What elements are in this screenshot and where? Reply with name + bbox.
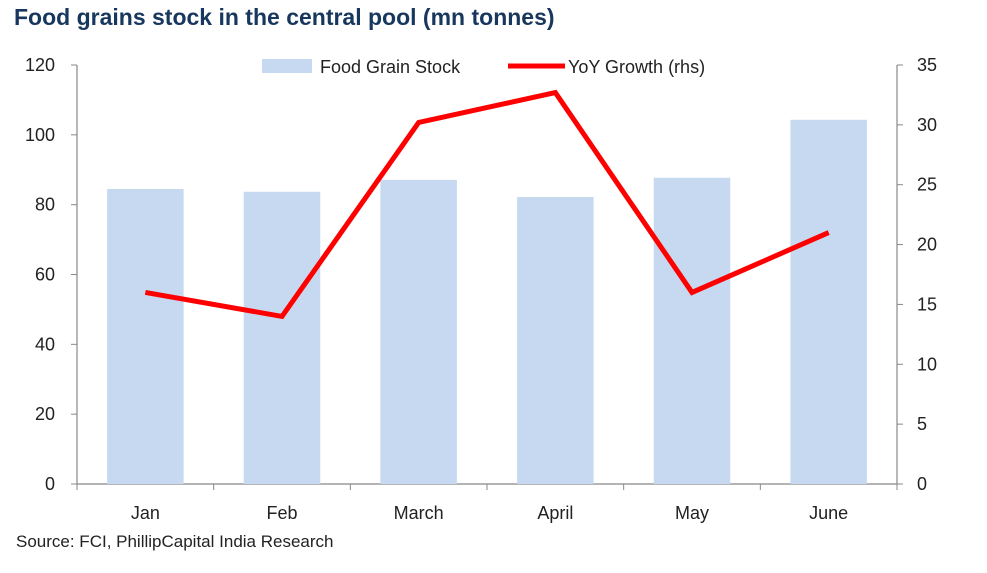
left-tick-label: 60 — [35, 265, 55, 285]
left-tick-label: 80 — [35, 195, 55, 215]
yoy-growth-line — [144, 89, 830, 320]
chart-title: Food grains stock in the central pool (m… — [14, 4, 555, 30]
bar-april — [517, 196, 594, 485]
x-tick-label: Jan — [131, 503, 160, 523]
right-tick-label: 15 — [917, 294, 937, 314]
x-tick-label: June — [809, 503, 848, 523]
right-tick-label: 20 — [917, 235, 937, 255]
source-note: Source: FCI, PhillipCapital India Resear… — [16, 532, 334, 551]
left-tick-label: 40 — [35, 334, 55, 354]
bar-feb — [243, 191, 321, 484]
legend-swatch-food-grain-stock — [262, 59, 312, 73]
x-tick-label: April — [537, 503, 573, 523]
legend-label-food-grain-stock: Food Grain Stock — [320, 57, 461, 77]
right-tick-label: 35 — [917, 55, 937, 75]
right-tick-label: 25 — [917, 175, 937, 195]
left-tick-label: 0 — [45, 474, 55, 494]
right-tick-label: 5 — [917, 414, 927, 434]
bar-june — [790, 119, 867, 485]
left-tick-label: 100 — [25, 125, 55, 145]
x-tick-label: Feb — [266, 503, 297, 523]
x-tick-label: March — [394, 503, 444, 523]
legend-label-yoy-growth: YoY Growth (rhs) — [568, 57, 705, 77]
right-tick-label: 10 — [917, 354, 937, 374]
bar-jan — [107, 188, 184, 484]
bar-may — [653, 177, 731, 485]
left-tick-label: 120 — [25, 55, 55, 75]
x-tick-label: May — [675, 503, 709, 523]
right-tick-label: 0 — [917, 474, 927, 494]
bar-march — [380, 179, 457, 484]
left-tick-label: 20 — [35, 404, 55, 424]
right-tick-label: 30 — [917, 115, 937, 135]
